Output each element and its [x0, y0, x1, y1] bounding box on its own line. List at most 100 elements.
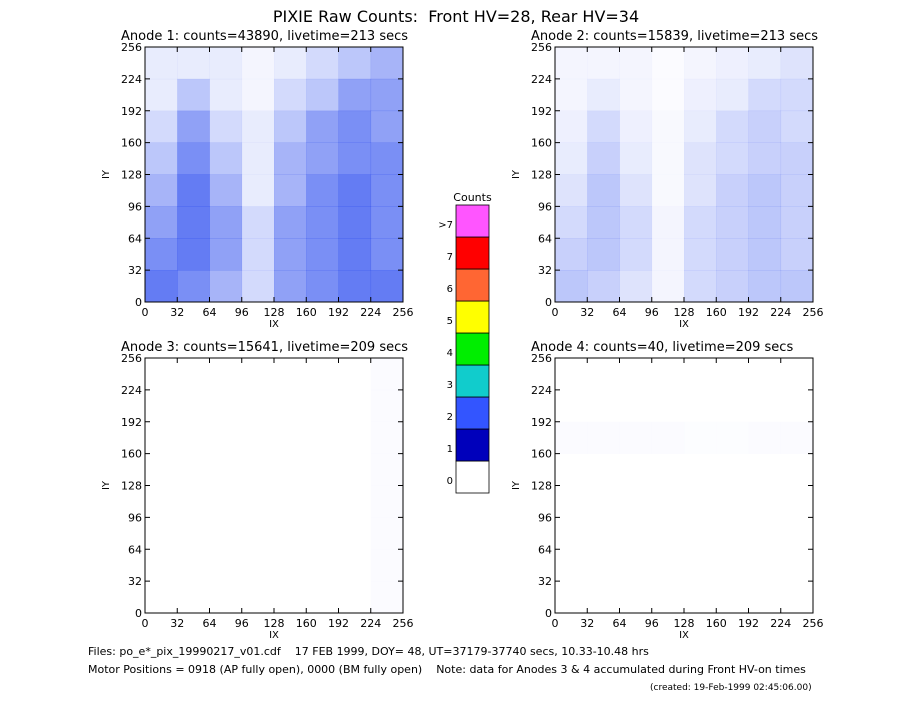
- heat-cell: [145, 486, 178, 518]
- y-tick-label: 96: [538, 200, 552, 213]
- heat-cell: [748, 238, 782, 271]
- heat-cell: [145, 78, 178, 112]
- heat-cell: [274, 110, 307, 143]
- heat-cell: [209, 110, 243, 143]
- x-tick-label: 224: [770, 617, 791, 630]
- x-tick-label: 128: [264, 617, 285, 630]
- heat-cell: [716, 47, 749, 80]
- heat-cell: [652, 422, 685, 454]
- heat-cell: [749, 581, 782, 613]
- heat-cell: [338, 142, 372, 175]
- heat-cell: [780, 47, 814, 80]
- heat-cell: [145, 206, 178, 239]
- heat-cell: [748, 206, 782, 239]
- heat-cell: [177, 110, 210, 143]
- heat-cell: [274, 206, 307, 239]
- y-tick-label: 128: [121, 169, 142, 182]
- heat-cell: [780, 238, 814, 271]
- heat-cell: [242, 486, 275, 518]
- heat-cell: [652, 111, 685, 143]
- heat-cell: [370, 174, 404, 207]
- x-tick-label: 32: [170, 617, 184, 630]
- heat-cell: [749, 390, 782, 422]
- heat-cell: [177, 422, 210, 454]
- colorbar-swatch: [455, 460, 490, 494]
- heat-cell: [748, 110, 782, 143]
- heat-cell: [716, 422, 749, 454]
- colorbar-title: Counts: [453, 191, 492, 204]
- heat-cell: [177, 206, 210, 239]
- heat-cell: [145, 110, 178, 143]
- heat-cell: [274, 142, 307, 175]
- heat-cell: [274, 358, 307, 390]
- x-tick-label: 128: [264, 306, 285, 319]
- colorbar-swatch: [455, 332, 490, 366]
- x-axis-label: IX: [269, 319, 279, 330]
- x-axis-label: IX: [679, 630, 689, 641]
- heat-cell: [370, 142, 404, 175]
- heat-cell: [749, 486, 782, 518]
- heat-cell: [555, 47, 588, 80]
- heat-cell: [306, 390, 339, 422]
- heat-cell: [241, 142, 275, 175]
- x-tick-label: 160: [296, 306, 317, 319]
- heat-cell: [748, 47, 782, 80]
- heat-cell: [177, 142, 210, 175]
- panel-title: Anode 4: counts=40, livetime=209 secs: [531, 340, 793, 355]
- x-tick-label: 64: [203, 306, 217, 319]
- heat-cell: [780, 270, 814, 303]
- x-tick-label: 0: [552, 617, 559, 630]
- heat-cell: [652, 47, 685, 79]
- y-axis-label: IY: [511, 480, 522, 490]
- heat-cell: [145, 422, 178, 454]
- heat-cell: [177, 581, 210, 613]
- colorbar-label: 6: [447, 284, 453, 295]
- heat-cell: [684, 47, 717, 80]
- heat-cell: [210, 549, 243, 581]
- x-tick-label: 64: [203, 617, 217, 630]
- x-tick-label: 96: [235, 306, 249, 319]
- heat-cell: [684, 422, 717, 454]
- heat-cell: [684, 454, 717, 486]
- heat-cell: [684, 581, 717, 613]
- page-title: PIXIE Raw Counts: Front HV=28, Rear HV=3…: [273, 7, 639, 26]
- y-tick-label: 64: [538, 543, 552, 556]
- x-tick-label: 224: [770, 306, 791, 319]
- heat-cell: [587, 142, 620, 175]
- heat-cell: [274, 454, 307, 486]
- heat-cell: [145, 174, 178, 207]
- x-tick-label: 32: [170, 306, 184, 319]
- heat-cell: [210, 422, 243, 454]
- heat-cell: [177, 78, 210, 112]
- heat-cell: [177, 238, 210, 271]
- heat-cell: [555, 581, 588, 613]
- heat-cell: [339, 390, 372, 422]
- y-tick-label: 192: [121, 105, 142, 118]
- heat-cell: [749, 422, 782, 454]
- heat-cell: [555, 454, 588, 486]
- heat-cell: [338, 110, 372, 143]
- heat-cell: [339, 454, 372, 486]
- heat-cell: [274, 486, 307, 518]
- heat-cell: [684, 270, 717, 303]
- heat-cell: [306, 47, 339, 80]
- heat-cell: [716, 581, 749, 613]
- colorbar-swatch: [455, 236, 490, 270]
- y-tick-label: 32: [128, 264, 142, 277]
- heat-cell: [145, 454, 178, 486]
- heat-cell: [306, 486, 339, 518]
- y-tick-label: 160: [121, 448, 142, 461]
- heat-cell: [555, 517, 588, 549]
- heat-cell: [587, 486, 620, 518]
- heat-cell: [241, 110, 275, 143]
- heat-cell: [242, 422, 275, 454]
- heat-cell: [749, 358, 782, 390]
- panel-title: Anode 3: counts=15641, livetime=209 secs: [121, 340, 408, 355]
- y-tick-label: 96: [128, 200, 142, 213]
- heat-cell: [652, 390, 685, 422]
- heat-cell: [619, 206, 653, 239]
- x-tick-label: 256: [803, 617, 824, 630]
- heat-cell: [716, 270, 749, 303]
- heat-cell: [370, 206, 404, 239]
- heat-cell: [781, 390, 814, 422]
